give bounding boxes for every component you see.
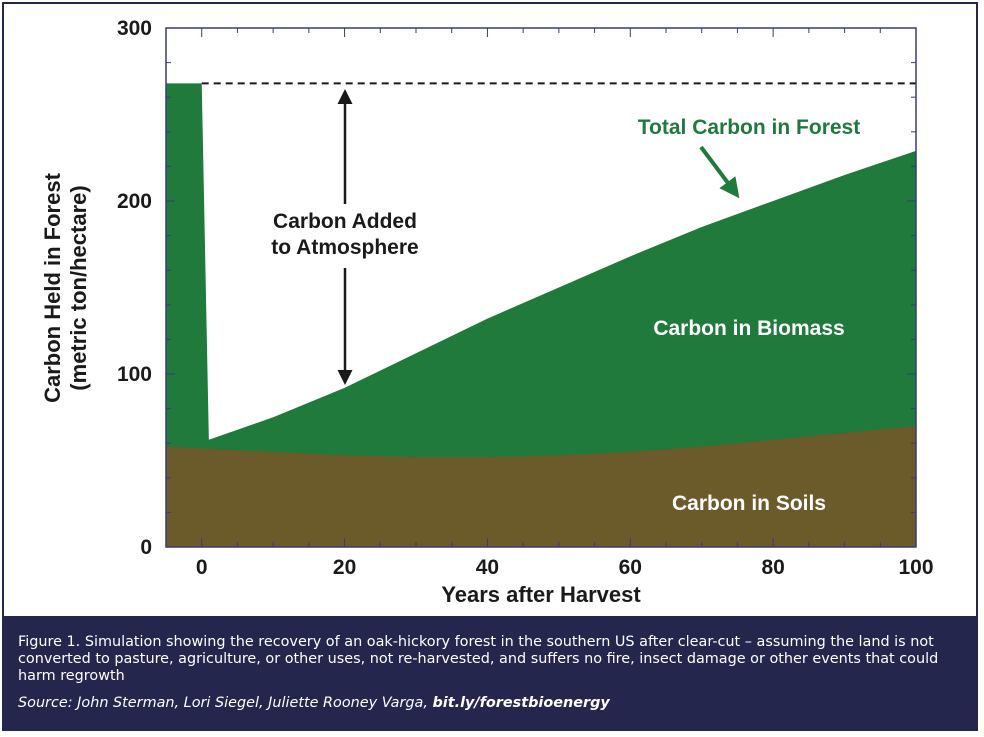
y-axis-title: Carbon Held in Forest (40, 172, 65, 402)
figure-caption: Figure 1. Simulation showing the recover… (18, 634, 939, 684)
carbon-added-label-line1: Carbon Added (273, 210, 417, 233)
y-tick-label-0: 0 (140, 536, 152, 559)
carbon-added-label-line2: to Atmosphere (271, 236, 418, 259)
y-axis-units: (metric ton/hectare) (66, 185, 91, 390)
total-carbon-label: Total Carbon in Forest (638, 116, 860, 139)
source-link[interactable]: bit.ly/forestbioenergy (432, 695, 610, 711)
y-tick-label-200: 200 (117, 190, 152, 213)
source-line: Source: John Sterman, Lori Siegel, Julie… (18, 695, 960, 712)
x-axis-title: Years after Harvest (441, 582, 641, 607)
x-tick-label-80: 80 (761, 556, 784, 579)
x-tick-label-60: 60 (619, 556, 642, 579)
total-carbon-arrow (699, 145, 740, 199)
x-tick-label-100: 100 (898, 556, 933, 579)
y-tick-label-100: 100 (117, 363, 152, 386)
x-tick-label-0: 0 (196, 556, 208, 579)
soils-carbon-area (166, 425, 916, 547)
total-carbon-area (166, 83, 916, 548)
soils-label: Carbon in Soils (672, 492, 826, 515)
caption-box: Figure 1. Simulation showing the recover… (4, 616, 976, 729)
chart: 0 20 40 60 80 100 0 100 200 300 Total Carbon in F… (40, 17, 934, 607)
x-tick-label-20: 20 (333, 556, 356, 579)
biomass-label: Carbon in Biomass (653, 317, 844, 340)
x-tick-label-40: 40 (476, 556, 499, 579)
source-credit: Source: John Sterman, Lori Siegel, Julie… (18, 695, 433, 711)
y-tick-label-300: 300 (117, 17, 152, 40)
plot-frame (165, 27, 917, 548)
